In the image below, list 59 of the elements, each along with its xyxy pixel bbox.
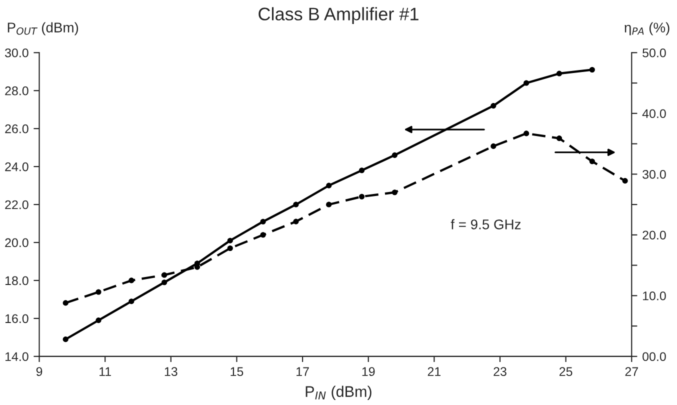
point — [589, 66, 595, 73]
x-axis-title: P$_{IN}$ (dBm) — [306, 386, 372, 400]
y-tick-label: 16.0 — [5, 314, 28, 324]
y2-tick-label: 10.0 — [643, 291, 666, 300]
y-tick-label: 18.0 — [5, 276, 28, 286]
y-tick-label: 28.0 — [5, 86, 28, 96]
annotation: f = 9.5 GHz — [450, 219, 521, 230]
point — [326, 202, 332, 208]
point — [326, 182, 332, 188]
y-tick-label: 26.0 — [5, 124, 28, 134]
point — [392, 190, 398, 196]
chart-title: Class B Amplifier #1 — [258, 7, 418, 24]
x-tick-label: 21 — [428, 367, 441, 376]
point — [128, 298, 134, 304]
x-tick-label: 27 — [625, 367, 638, 376]
point — [359, 168, 365, 174]
x-tick-label: 17 — [296, 367, 309, 376]
point — [227, 245, 233, 252]
x-tick-label: 13 — [164, 367, 178, 376]
y-tick-label: 20.0 — [5, 238, 28, 248]
y2-tick-label: 00.0 — [642, 352, 666, 362]
point — [490, 103, 496, 109]
point — [524, 130, 530, 136]
y-axis-title: P$_{OUT}$ (dBm) — [8, 22, 78, 36]
point — [490, 143, 496, 149]
point — [128, 278, 134, 284]
x-tick-label: 11 — [100, 367, 111, 376]
point — [556, 70, 562, 76]
x-tick-label: 9 — [36, 367, 42, 376]
point — [622, 178, 628, 184]
point — [524, 80, 530, 86]
point — [96, 289, 102, 295]
point — [589, 158, 595, 164]
point — [293, 218, 299, 224]
point — [556, 136, 562, 142]
y2-tick-label: 20.0 — [642, 230, 666, 240]
point — [260, 232, 266, 238]
point — [227, 238, 233, 244]
point — [392, 152, 398, 158]
point — [96, 318, 102, 324]
y-tick-label: 22.0 — [5, 200, 28, 210]
y2-tick-label: 40.0 — [642, 109, 666, 118]
point — [62, 300, 68, 306]
point — [62, 336, 68, 342]
y-tick-label: 14.0 — [5, 352, 28, 362]
x-tick-label: 19 — [362, 367, 375, 376]
x-tick-label: 25 — [560, 367, 572, 376]
y-tick-label: 30.0 — [5, 48, 28, 58]
y-tick-label: 24.0 — [5, 162, 28, 172]
point — [293, 202, 299, 208]
y2-axis-title: η$_{PA}$ (%) — [624, 22, 670, 36]
point — [162, 280, 168, 286]
x-tick-label: 23 — [494, 367, 506, 376]
point — [260, 218, 266, 224]
y2-tick-label: 50.0 — [642, 48, 666, 58]
point — [359, 194, 365, 200]
point — [162, 272, 168, 278]
y2-tick-label: 30.0 — [642, 170, 666, 179]
x-tick-label: 15 — [230, 367, 244, 376]
